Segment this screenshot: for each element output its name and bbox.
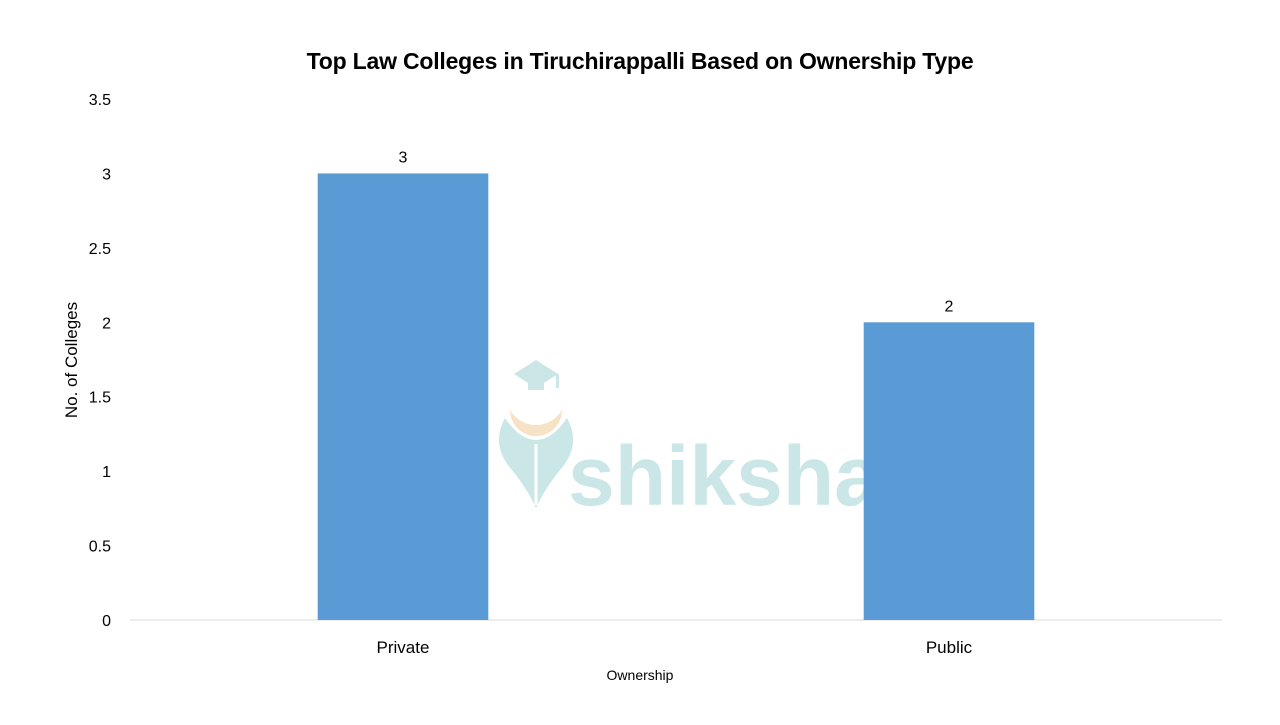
watermark-text: shiksha <box>568 429 882 523</box>
y-axis-title: No. of Colleges <box>62 301 81 419</box>
x-axis-title: Ownership <box>606 667 674 683</box>
bars: 3 Private 2 Public <box>317 149 1035 657</box>
graduation-cap-pen-icon <box>498 360 574 508</box>
data-label: 3 <box>399 149 408 166</box>
y-tick-label: 2.5 <box>89 241 111 258</box>
chart-title: Top Law Colleges in Tiruchirappalli Base… <box>306 48 974 74</box>
y-tick-label: 3 <box>102 166 111 183</box>
y-tick-label: 3.5 <box>89 92 111 109</box>
data-label: 2 <box>945 298 954 315</box>
y-tick-label: 0.5 <box>89 539 111 556</box>
bar <box>317 173 489 620</box>
y-tick-label: 1.5 <box>89 390 111 407</box>
y-tick-label: 1 <box>102 464 111 481</box>
y-tick-label: 0 <box>102 613 111 630</box>
x-tick-label: Private <box>377 638 430 657</box>
watermark: shiksha <box>498 360 882 523</box>
y-tick-label: 2 <box>102 315 111 332</box>
bar <box>863 322 1035 620</box>
axes: 0 0.5 1 1.5 2 2.5 3 3.5 <box>89 92 1222 630</box>
x-tick-label: Public <box>926 638 973 657</box>
